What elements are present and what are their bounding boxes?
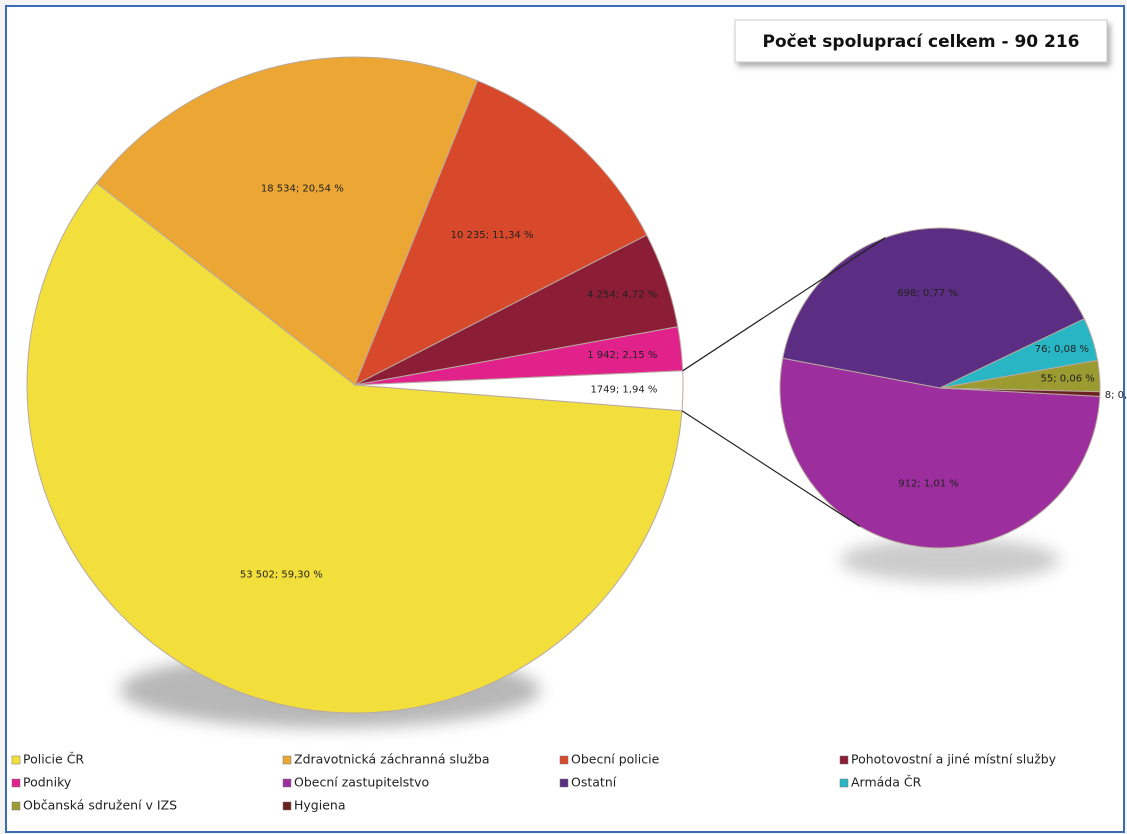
legend-label: Policie ČR [23, 752, 84, 767]
legend-label: Zdravotnická záchranná služba [294, 752, 490, 767]
data-label: 912; 1,01 % [898, 478, 959, 489]
legend-swatch [839, 778, 849, 788]
pie-shadow [840, 538, 1060, 582]
pie-slice [95, 56, 479, 386]
connector-line [682, 237, 886, 372]
legend-swatch [559, 778, 569, 788]
connector-line [681, 410, 861, 528]
pie-slice [26, 182, 683, 714]
pie-slice [939, 387, 1101, 397]
legend-swatch [282, 778, 292, 788]
data-label: 4 254; 4,72 % [587, 289, 657, 300]
pie-slice [782, 227, 1085, 389]
legend-swatch [282, 755, 292, 765]
legend-swatch [559, 755, 569, 765]
data-label: 76; 0,08 % [1035, 344, 1089, 355]
chart-title: Počet spoluprací celkem - 90 216 [762, 32, 1079, 52]
legend-swatch [839, 755, 849, 765]
data-label: 55; 0,06 % [1041, 373, 1095, 384]
legend-label: Pohotovostní a jiné místní služby [851, 752, 1057, 767]
legend-label: Podniky [23, 775, 72, 790]
title-background [734, 19, 1108, 63]
legend-label: Hygiena [294, 798, 345, 813]
legend-swatch [282, 801, 292, 811]
legend-label: Obecní policie [571, 752, 660, 767]
pie-slice [354, 80, 648, 387]
data-label: 53 502; 59,30 % [240, 570, 323, 581]
legend-swatch [11, 801, 21, 811]
legend-label: Obecní zastupitelstvo [294, 775, 429, 790]
pie-slice [354, 370, 684, 412]
pie-slice [779, 357, 1101, 549]
data-label: 8; 0,01 % [1105, 390, 1127, 401]
data-label: 1749; 1,94 % [590, 385, 657, 396]
legend-label: Občanská sdružení v IZS [23, 798, 177, 813]
legend-label: Ostatní [571, 775, 617, 790]
legend-swatch [11, 755, 21, 765]
data-label: 1 942; 2,15 % [587, 350, 657, 361]
legend-swatch [11, 778, 21, 788]
legend-label: Armáda ČR [851, 775, 922, 790]
data-label: 698; 0,77 % [897, 288, 958, 299]
title-box [734, 19, 1108, 63]
data-label: 10 235; 11,34 % [451, 230, 534, 241]
data-label: 18 534; 20,54 % [261, 184, 344, 195]
